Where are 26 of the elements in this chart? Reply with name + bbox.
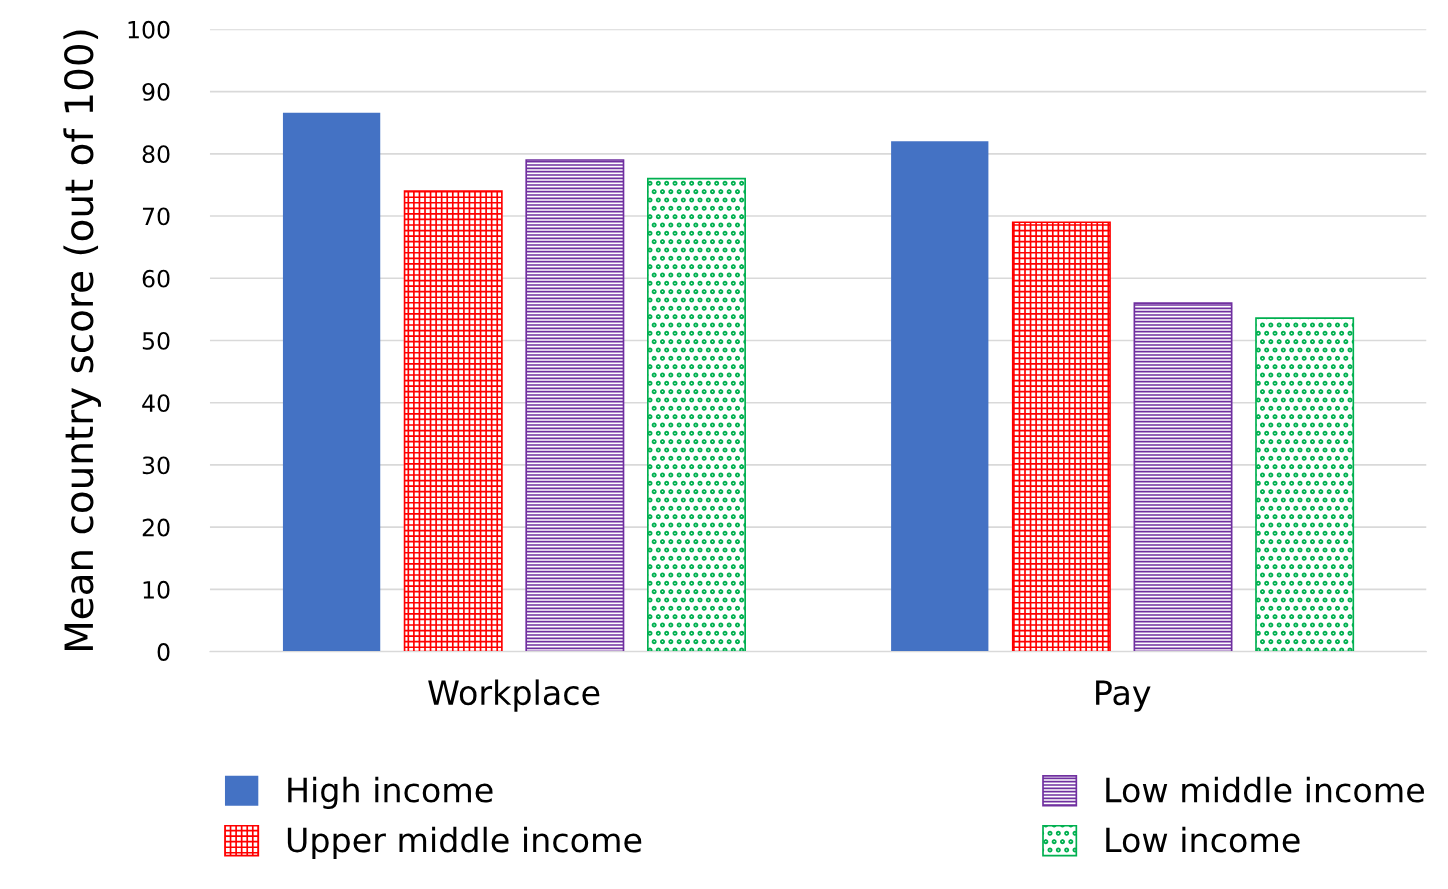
y-tick-label: 0	[157, 643, 170, 661]
y-tick-label: 30	[142, 456, 170, 475]
bar	[525, 159, 625, 652]
bar	[403, 190, 503, 652]
bar	[891, 141, 989, 652]
legend-label: Low middle income	[1106, 776, 1424, 803]
bar	[1255, 317, 1355, 652]
legend-label: High income	[288, 776, 493, 810]
y-tick-label: 70	[142, 207, 170, 226]
bar	[282, 112, 381, 652]
y-tick-label: 80	[142, 145, 170, 164]
y-tick-label: 100	[128, 20, 170, 39]
y-tick-label: 60	[142, 269, 170, 288]
bar	[1133, 302, 1233, 652]
y-axis-title: Mean country score (out of 100)	[63, 30, 101, 651]
bar	[647, 177, 746, 652]
x-tick-label: Workplace	[428, 679, 600, 712]
bar	[1011, 221, 1111, 652]
legend-label: Upper middle income	[287, 826, 642, 859]
y-tick-label: 90	[142, 83, 170, 101]
x-tick-label: Pay	[1096, 680, 1151, 712]
legend-label: Low income	[1106, 826, 1300, 853]
y-tick-label: 10	[143, 580, 170, 599]
y-tick-label: 20	[142, 518, 170, 537]
y-tick-label: 50	[142, 331, 170, 350]
y-tick-label: 40	[142, 394, 170, 413]
